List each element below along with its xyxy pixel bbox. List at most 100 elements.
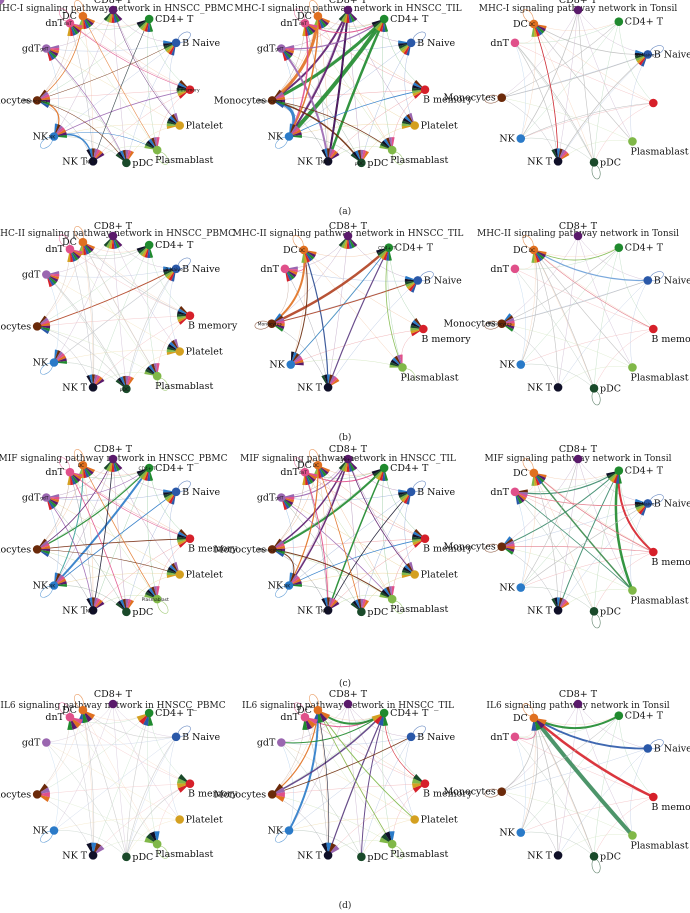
mini-label-dc: DC [78, 463, 85, 469]
node-label-dnt: dnT [490, 732, 509, 743]
mesh-edge [514, 491, 595, 612]
mesh-edge [557, 366, 633, 388]
edge-nk-t-to-cd4plus-t [92, 18, 150, 162]
mesh-edge [281, 736, 412, 746]
mesh-edge [327, 467, 385, 611]
mesh-edge [501, 703, 579, 792]
node-cd4plus-t [614, 466, 624, 476]
mesh-edge [112, 458, 127, 612]
node-label-b-memory: B memory [421, 334, 471, 345]
node-label-dnt: dnT [280, 467, 299, 478]
arrow-wedge [302, 717, 308, 730]
mesh-edge [53, 703, 114, 831]
node-cd8plus-t [108, 5, 118, 15]
node-label-b-memory: B memory [423, 789, 473, 800]
node-monocytes [267, 545, 277, 554]
mesh-edge [304, 472, 329, 611]
node-label-dc: DC [283, 245, 298, 256]
mini-label-gdt: gdT [275, 47, 284, 53]
mesh-edge [112, 235, 180, 352]
node-b-memory [185, 311, 195, 320]
mesh-edge [272, 538, 425, 550]
node-b-naive [171, 38, 181, 48]
arrow-wedge [382, 468, 386, 481]
edge-monocytes-to-plasmablast [271, 99, 393, 151]
mesh-edge [147, 467, 158, 600]
node-label-gdt: gdT [22, 738, 41, 749]
arrow-wedge [67, 717, 73, 730]
mesh-edge [514, 736, 654, 798]
edge-dc-to-pdc [317, 464, 362, 613]
node-dnt [300, 18, 310, 28]
edge-monocytes-to-b-naive [36, 42, 177, 101]
node-label-dc: DC [513, 245, 528, 256]
node-label-platelet: Platelet [421, 815, 458, 826]
mesh-edge [281, 48, 362, 163]
node-label-plasmablast: Plasmablast [630, 372, 688, 383]
edge-cd8plus-t-to-platelet [347, 458, 416, 575]
node-b-naive [171, 487, 181, 497]
mesh-edge [317, 16, 393, 151]
mesh-edge [46, 274, 59, 363]
mesh-edge [593, 328, 654, 389]
node-label-nk: NK [499, 583, 515, 594]
node-label-pdc: pDC [600, 157, 621, 168]
node-label-nk: NK [268, 825, 284, 836]
mesh-edge [520, 21, 619, 139]
edge-dc-to-b-memory [82, 241, 191, 316]
network-panel-4: MHC-II signaling pathway network in HNSC… [0, 221, 238, 393]
arrow-wedge [176, 87, 190, 91]
node-label-monocytes: Monocytes [443, 542, 495, 553]
edge-mesh [272, 458, 426, 612]
mesh-edge [37, 717, 71, 795]
node-nk-t [553, 157, 563, 166]
node-cd8plus-t [108, 231, 118, 241]
mesh-edge [533, 717, 595, 857]
node-dnt [65, 244, 75, 254]
node-label-dc: DC [513, 468, 528, 479]
network-panel-10: IL6 signaling pathway network in HNSCC_P… [0, 689, 238, 863]
node-cd4plus-t [144, 708, 154, 718]
edge-monocytes-to-cd4plus-t [501, 470, 620, 548]
node-monocytes [32, 545, 42, 554]
node-b-memory [420, 779, 430, 788]
mesh-edge [533, 472, 654, 553]
mesh-edge [577, 235, 633, 368]
node-pdc [589, 607, 599, 616]
mesh-edge [327, 280, 418, 388]
node-plasmablast [628, 586, 637, 595]
mesh-edge [288, 42, 412, 137]
mesh-edge [514, 21, 619, 44]
node-label-nk-t: NK T [527, 605, 552, 616]
mesh-edge [501, 97, 559, 162]
edge-dc-to-b-naive [533, 249, 649, 282]
network-panel-12: IL6 signaling pathway network in TonsilD… [443, 689, 690, 874]
node-label-b-memory: B memory [423, 95, 473, 106]
row-label-a: (a) [339, 206, 351, 217]
arrow-wedge [411, 87, 425, 91]
arrow-wedge [54, 583, 67, 587]
node-label-dnt: dnT [45, 18, 64, 29]
arrow-wedge [92, 374, 95, 388]
mesh-edge [82, 15, 191, 90]
node-dc [313, 460, 323, 470]
node-label-cd4plus-t: CD4+ T [155, 240, 194, 251]
node-dnt [510, 264, 520, 274]
edge-dc-to-plasmablast [82, 241, 158, 377]
edge-dc-to-nk [288, 15, 319, 138]
arrow-wedge [54, 360, 67, 364]
mesh-edge [92, 538, 191, 611]
arrow-wedge [411, 536, 425, 540]
node-b-memory [185, 779, 195, 788]
arrow-wedge [404, 278, 418, 282]
mesh-edge [82, 709, 191, 784]
mesh-edge [630, 503, 648, 591]
edge-dnt-to-plasmablast [514, 491, 633, 591]
arrow-wedge [37, 792, 50, 798]
node-label-b-naive: B Naive [424, 275, 462, 286]
node-b-naive [643, 499, 653, 508]
edge-gdt-to-nk-t [280, 47, 330, 163]
node-label-dnt: dnT [280, 712, 299, 723]
node-label-plasmablast: Plasmablast [400, 372, 458, 383]
node-label-pdc: pDC [367, 607, 388, 618]
